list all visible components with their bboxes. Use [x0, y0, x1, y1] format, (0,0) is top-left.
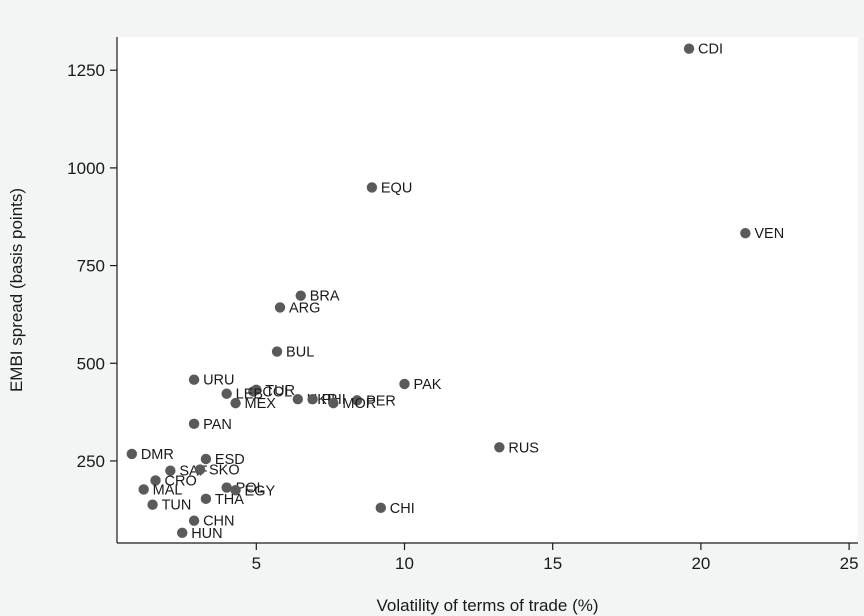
data-point-pan	[188, 418, 200, 430]
point-label-pol: POL	[236, 481, 265, 497]
point-label-equ: EQU	[381, 180, 412, 196]
data-point-leb	[221, 388, 232, 399]
data-point-mor	[328, 397, 339, 409]
data-point-chi	[375, 502, 386, 514]
point-label-chi: CHI	[390, 501, 415, 517]
data-point-mex	[230, 397, 241, 409]
data-points: CDIEQUVENBRAARGBULURUPAKTURCOLLEBUKRPHIP…	[126, 42, 784, 542]
data-point-hun	[177, 527, 188, 539]
data-point-esd	[200, 453, 212, 465]
data-point-mal	[138, 484, 149, 495]
data-point-egy	[230, 485, 241, 496]
data-point-saf	[165, 465, 176, 476]
point-label-cro: CRO	[165, 473, 197, 489]
data-point-cdi	[683, 43, 695, 54]
point-label-arg: ARG	[289, 300, 320, 316]
data-point-chn	[188, 515, 200, 526]
data-point-ukr	[292, 394, 304, 405]
point-label-bra: BRA	[310, 289, 340, 305]
point-label-sko: SKO	[209, 463, 240, 479]
point-label-pan: PAN	[203, 417, 232, 433]
point-label-uru: URU	[203, 373, 234, 389]
data-point-phi	[307, 394, 318, 405]
data-point-pol	[221, 482, 232, 493]
point-label-cdi: CDI	[698, 42, 723, 58]
y-tick-label: 250	[77, 452, 105, 471]
point-label-mal: MAL	[153, 482, 183, 498]
data-point-sko	[194, 464, 206, 475]
point-label-egy: EGY	[245, 483, 276, 499]
data-point-uru	[188, 374, 200, 385]
point-label-tur: TUR	[265, 383, 295, 399]
point-label-hun: HUN	[191, 526, 222, 542]
y-tick-label: 500	[77, 354, 105, 373]
data-point-equ	[366, 182, 378, 193]
data-point-ven	[740, 227, 751, 239]
point-label-pak: PAK	[414, 377, 442, 393]
y-tick-label: 1000	[67, 159, 105, 178]
point-label-tun: TUN	[162, 498, 192, 514]
point-label-ven: VEN	[754, 226, 784, 242]
plot-area	[117, 37, 858, 543]
x-axis-title: Volatility of terms of trade (%)	[376, 596, 598, 615]
data-point-tha	[200, 493, 212, 505]
point-label-dmr: DMR	[141, 447, 174, 463]
point-label-tha: THA	[215, 492, 244, 508]
point-label-mor: MOR	[342, 396, 376, 412]
data-point-arg	[274, 302, 286, 313]
point-label-per: PER	[366, 393, 396, 409]
data-point-cro	[150, 475, 161, 486]
point-label-chn: CHN	[203, 514, 234, 530]
data-point-bul	[271, 346, 283, 357]
x-tick-label: 10	[395, 554, 414, 573]
x-tick-label: 15	[543, 554, 562, 573]
data-point-rus	[494, 442, 505, 453]
x-tick-label: 20	[691, 554, 710, 573]
point-label-bul: BUL	[286, 345, 314, 361]
y-tick-label: 1250	[67, 61, 105, 80]
x-tick-label: 25	[840, 554, 859, 573]
y-axis-title: EMBI spread (basis points)	[7, 188, 26, 392]
data-point-col	[248, 386, 259, 397]
data-point-per	[351, 395, 363, 406]
point-label-col: COL	[262, 384, 292, 400]
axes: 250 500 750 1000 1250 5 10 15 20 25	[67, 37, 859, 573]
y-tick-label: 750	[77, 257, 105, 276]
point-label-mex: MEX	[245, 396, 277, 412]
data-point-tun	[147, 499, 158, 510]
data-point-pak	[399, 378, 410, 390]
data-point-dmr	[126, 448, 138, 460]
x-tick-label: 5	[252, 554, 261, 573]
data-point-bra	[295, 290, 306, 301]
point-label-rus: RUS	[508, 440, 539, 456]
point-label-esd: ESD	[215, 452, 245, 468]
point-label-leb: LEB	[236, 387, 263, 403]
